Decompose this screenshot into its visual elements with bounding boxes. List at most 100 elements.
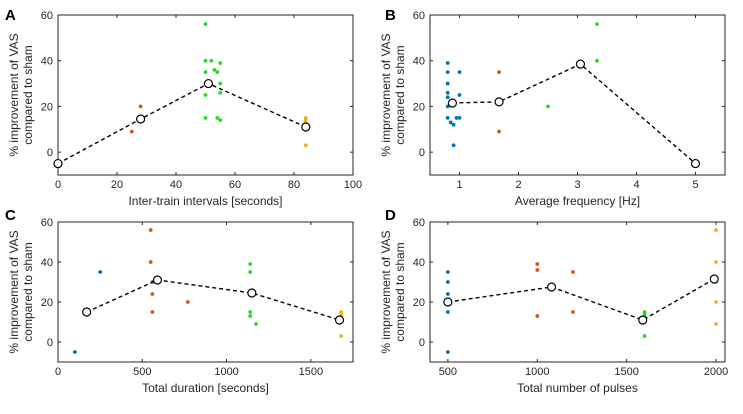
mean-marker [443,297,453,307]
data-point [535,268,540,272]
mean-marker [247,288,257,298]
mean-trend-line [86,279,340,321]
data-point [445,270,450,274]
x-axis-label: Total duration [seconds] [142,381,269,395]
data-point [714,300,718,304]
data-point [497,129,501,134]
y-tick-label: 20 [413,101,425,113]
x-tick-label: 500 [439,366,457,378]
data-point [457,70,462,75]
x-tick-label: 0 [55,366,61,378]
mean-marker [546,282,557,292]
data-point [451,122,456,127]
mean-marker [301,122,311,132]
y-tick-label: 60 [413,10,425,22]
y-tick-label: 60 [41,10,53,22]
data-point [445,70,450,75]
data-point [303,143,308,148]
data-point [497,70,501,75]
mean-marker [494,97,504,107]
y-axis-label-line-1: % improvement of VAS [379,33,393,156]
x-axis-label: Inter-train intervals [seconds] [128,194,282,208]
data-point [454,115,459,120]
data-point [248,270,253,274]
data-point [248,262,253,266]
y-tick-label: 40 [41,56,53,68]
x-tick-label: 40 [170,179,182,191]
data-point [218,90,223,95]
data-point [445,61,450,65]
data-point [185,300,190,304]
x-tick-label: 3 [574,179,580,191]
x-tick-label: 60 [229,179,241,191]
x-tick-label: 1000 [214,366,238,378]
x-tick-label: 5 [692,179,698,191]
x-tick-label: 1 [456,179,462,191]
mean-marker [690,158,701,169]
data-point [535,262,540,266]
x-tick-label: 2 [515,179,521,191]
panel-c: C 0 500 1000 1500 0 20 40 60 Total duration [seco… [5,207,354,395]
data-point [203,58,208,63]
y-tick-label: 0 [47,337,53,349]
data-point [445,350,450,354]
y-tick-label: 0 [47,147,53,159]
data-point [212,67,217,72]
data-point [209,58,214,63]
x-tick-label: 1500 [614,366,638,378]
panel-letter-a: A [5,7,16,24]
data-point [642,334,647,338]
data-point [215,115,220,120]
data-point [445,95,450,100]
data-point [148,228,153,232]
data-point [248,310,253,314]
axes-box [57,221,354,363]
data-point [203,70,208,75]
mean-marker [82,307,92,317]
data-point [218,81,223,86]
y-axis-label-line-1: % improvement of VAS [7,33,21,156]
data-point [714,260,718,264]
mean-trend-line [447,278,715,321]
data-point [148,260,153,264]
panel-letter-c: C [5,207,16,224]
data-point [254,322,258,326]
data-point [595,58,599,63]
y-tick-label: 40 [413,56,425,68]
mean-marker [53,158,63,169]
x-axis-label: Total number of pulses [517,381,638,395]
data-point [451,143,456,148]
data-point [535,314,540,318]
mean-marker [575,59,586,69]
mean-trend-line [452,63,696,165]
data-point [248,314,253,318]
mean-marker [136,114,146,124]
y-tick-label: 0 [419,147,425,159]
data-point [218,118,223,123]
data-point [445,310,450,314]
x-tick-label: 4 [633,179,639,191]
y-axis-label-line-2: compared to sham [21,242,35,341]
y-axis-label-line-2: compared to sham [21,45,35,144]
y-tick-label: 20 [41,297,53,309]
x-tick-label: 0 [55,179,61,191]
data-point [457,93,462,97]
data-point [339,334,344,338]
data-point [546,104,550,109]
panel-d: D 500 1000 1500 2000 0 20 40 60 Total number of p… [379,207,728,395]
mean-marker [638,315,648,325]
y-tick-label: 20 [41,101,53,113]
y-tick-label: 60 [41,217,53,229]
y-axis-label-line-1: % improvement of VAS [7,230,21,353]
panel-letter-d: D [385,207,396,224]
data-point [72,350,77,354]
data-point [129,129,134,134]
y-axis-label-line-2: compared to sham [393,45,407,144]
mean-marker [334,315,345,325]
axes-box [429,221,726,363]
data-point [203,115,208,120]
data-point [150,310,155,314]
data-point [595,22,599,27]
x-tick-label: 1500 [299,366,323,378]
